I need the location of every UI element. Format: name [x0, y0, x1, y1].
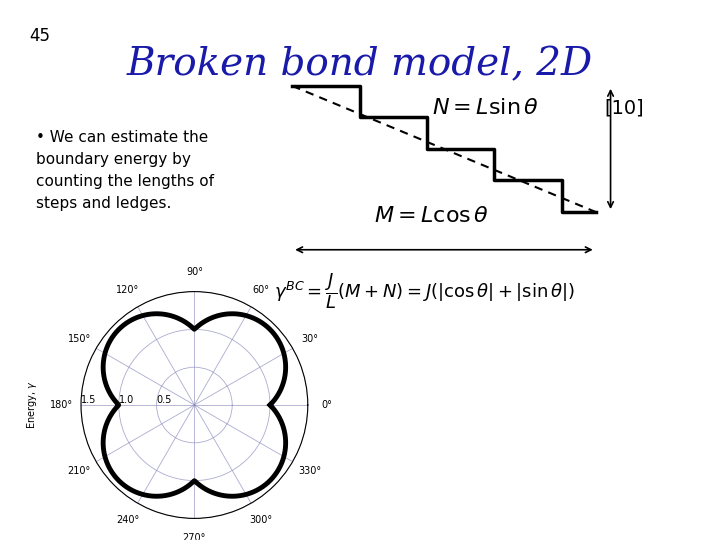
Text: • We can estimate the
boundary energy by
counting the lengths of
steps and ledge: • We can estimate the boundary energy by…: [36, 130, 214, 211]
Text: $N = L\sin\theta$: $N = L\sin\theta$: [432, 97, 539, 119]
Y-axis label: Energy, $\gamma$: Energy, $\gamma$: [25, 381, 40, 429]
Text: $\gamma^{BC} = \dfrac{J}{L}(M+N) = J(|\cos\theta|+|\sin\theta|)$: $\gamma^{BC} = \dfrac{J}{L}(M+N) = J(|\c…: [274, 272, 575, 312]
Text: $M = L\cos\theta$: $M = L\cos\theta$: [374, 205, 490, 227]
Text: [10]: [10]: [605, 98, 644, 118]
Text: Broken bond model, 2D: Broken bond model, 2D: [127, 46, 593, 83]
Text: 45: 45: [29, 27, 50, 45]
